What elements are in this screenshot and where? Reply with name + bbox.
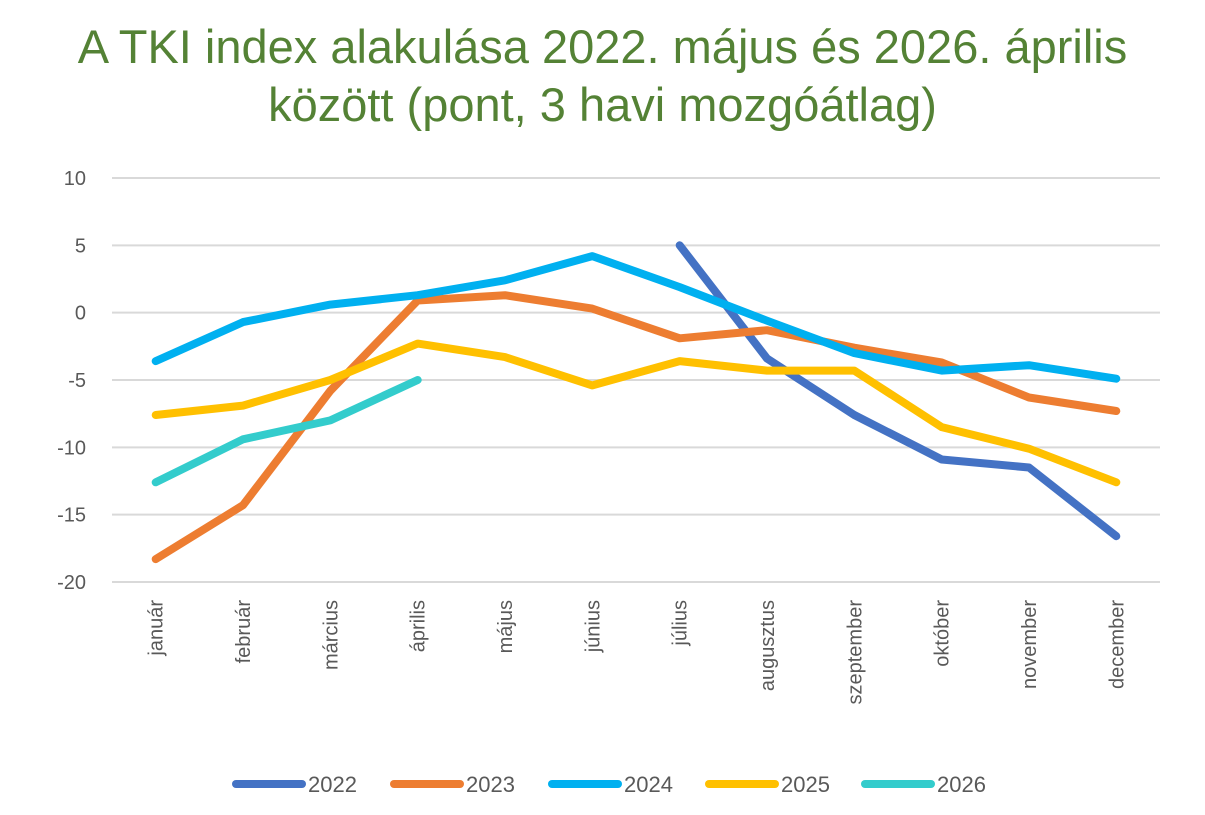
legend-item: 2023 — [390, 772, 515, 797]
data-point — [679, 286, 681, 288]
y-tick-label: 5 — [75, 235, 86, 257]
data-point — [417, 294, 419, 296]
data-point — [1115, 535, 1117, 537]
y-tick-label: -15 — [57, 505, 86, 527]
data-point — [329, 419, 331, 421]
legend-item: 2026 — [861, 772, 986, 797]
data-point — [417, 379, 419, 381]
legend-item: 2025 — [705, 772, 830, 797]
data-point — [941, 370, 943, 372]
y-tick-label: -20 — [57, 572, 86, 594]
series-2024 — [151, 252, 1121, 383]
series-2026 — [151, 376, 422, 487]
x-axis-ticks: január február március április május június jú… — [146, 600, 1129, 705]
data-point — [941, 459, 943, 461]
y-tick-label: 0 — [75, 303, 86, 325]
data-point — [329, 390, 331, 392]
data-point — [1115, 481, 1117, 483]
data-point — [766, 370, 768, 372]
x-tick-label: március — [320, 600, 342, 670]
data-point — [853, 414, 855, 416]
data-point — [941, 426, 943, 428]
gridlines — [112, 177, 1160, 583]
y-tick-label: 10 — [64, 168, 86, 190]
data-point — [1115, 410, 1117, 412]
chart-title: A TKI index alakulása 2022. május és 202… — [0, 18, 1205, 134]
chart-title-line-2: között (pont, 3 havi mozgóátlag) — [268, 78, 937, 131]
chart-title-line-1: A TKI index alakulása 2022. május és 202… — [77, 20, 1128, 73]
data-point — [504, 356, 506, 358]
legend-label: 2025 — [781, 772, 830, 797]
legend-item: 2022 — [232, 772, 357, 797]
data-point — [242, 321, 244, 323]
x-tick-label: október — [932, 600, 954, 667]
data-point — [155, 481, 157, 483]
data-point — [504, 279, 506, 281]
data-point — [679, 360, 681, 362]
series-line — [675, 241, 1121, 541]
data-point — [329, 379, 331, 381]
data-point — [1028, 364, 1030, 366]
y-axis-ticks: 10 5 0 -5 -10 -15 -20 — [57, 168, 86, 594]
y-tick-label: -5 — [68, 370, 86, 392]
legend-item: 2024 — [548, 772, 673, 797]
data-point — [853, 347, 855, 349]
x-tick-label: április — [408, 600, 430, 652]
data-point — [155, 414, 157, 416]
legend-label: 2026 — [937, 772, 986, 797]
legend-label: 2023 — [466, 772, 515, 797]
data-point — [155, 558, 157, 560]
legend-label: 2024 — [624, 772, 673, 797]
data-point — [1115, 378, 1117, 380]
data-point — [417, 343, 419, 345]
data-point — [941, 362, 943, 364]
series-line — [151, 376, 422, 487]
data-point — [242, 405, 244, 407]
series-2025 — [151, 339, 1121, 487]
x-tick-label: július — [670, 600, 692, 647]
data-point — [1028, 397, 1030, 399]
x-tick-label: május — [495, 600, 517, 653]
data-point — [155, 360, 157, 362]
y-tick-label: -10 — [57, 437, 86, 459]
data-point — [853, 352, 855, 354]
data-point — [1028, 467, 1030, 469]
data-point — [242, 504, 244, 506]
series-lines — [151, 241, 1121, 564]
series-2022 — [675, 241, 1121, 541]
data-point — [766, 358, 768, 360]
data-point — [853, 370, 855, 372]
series-line — [151, 339, 1121, 487]
data-point — [679, 337, 681, 339]
x-tick-label: szeptember — [844, 600, 866, 705]
data-point — [591, 384, 593, 386]
data-point — [679, 244, 681, 246]
data-point — [766, 320, 768, 322]
data-point — [591, 308, 593, 310]
legend: 2022 2023 2024 2025 2026 — [232, 772, 986, 797]
series-line — [151, 252, 1121, 383]
x-tick-label: június — [582, 600, 604, 653]
x-tick-label: augusztus — [757, 600, 779, 691]
legend-label: 2022 — [308, 772, 357, 797]
x-tick-label: január — [146, 600, 168, 657]
data-point — [766, 329, 768, 331]
data-point — [417, 300, 419, 302]
data-point — [242, 438, 244, 440]
data-point — [504, 294, 506, 296]
x-tick-label: november — [1019, 600, 1041, 689]
data-point — [1028, 448, 1030, 450]
data-point — [591, 255, 593, 257]
x-tick-label: december — [1106, 600, 1128, 689]
x-tick-label: február — [233, 600, 255, 664]
data-point — [329, 304, 331, 306]
